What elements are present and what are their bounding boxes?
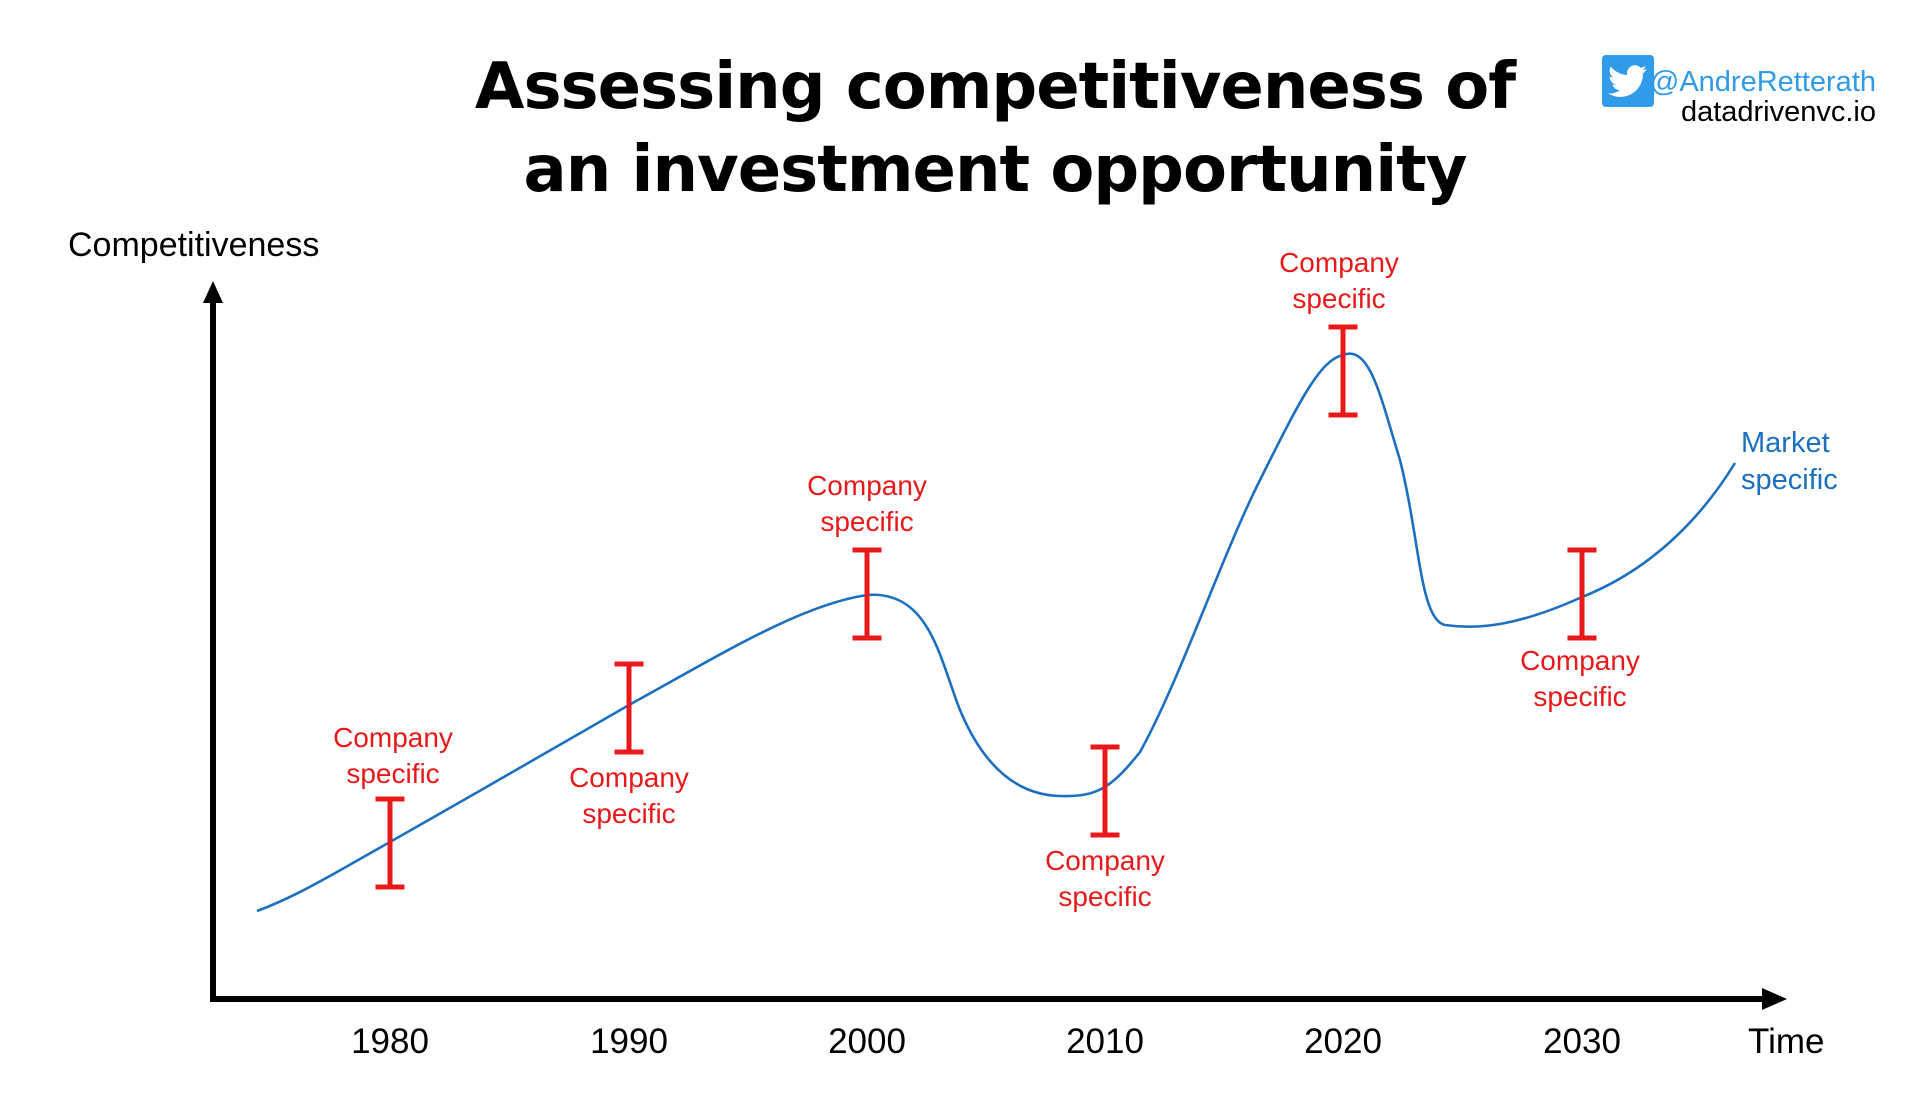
annotation-marker-1980: [375, 796, 405, 890]
annotation-line-2: specific: [1058, 881, 1152, 912]
x-tick-2020: 2020: [1304, 1022, 1382, 1061]
annotation-line-1: Company: [1279, 247, 1399, 278]
twitter-handle: @AndreRetterath: [1649, 66, 1876, 98]
annotation-line-1: Company: [333, 722, 453, 753]
x-tick-1990: 1990: [590, 1022, 668, 1061]
x-tick-2010: 2010: [1066, 1022, 1144, 1061]
annotation-marker-1990: [614, 661, 644, 755]
annotation-label-2010: Company specific: [1005, 843, 1205, 915]
annotation-marker-2000: [852, 547, 882, 641]
annotation-label-1990: Company specific: [529, 760, 729, 832]
x-axis-arrow: [1762, 988, 1787, 1010]
annotation-label-2030: Company specific: [1480, 643, 1680, 715]
annotation-line-2: specific: [582, 798, 676, 829]
x-tick-2030: 2030: [1543, 1022, 1621, 1061]
annotation-line-2: specific: [820, 506, 914, 537]
annotation-label-1980: Company specific: [293, 720, 493, 792]
x-tick-2000: 2000: [828, 1022, 906, 1061]
annotation-line-2: specific: [1292, 283, 1386, 314]
annotation-line-1: Company: [1520, 645, 1640, 676]
annotation-line-2: specific: [1533, 681, 1627, 712]
annotation-line-1: Company: [807, 470, 927, 501]
market-label-line-1: Market: [1741, 427, 1830, 459]
annotation-label-2000: Company specific: [767, 468, 967, 540]
annotation-label-2020: Company specific: [1239, 245, 1439, 317]
market-specific-label: Market specific: [1741, 425, 1838, 499]
website-url: datadrivenvc.io: [1680, 96, 1876, 128]
annotation-line-1: Company: [1045, 845, 1165, 876]
x-axis-label: Time: [1748, 1022, 1825, 1061]
market-label-line-2: specific: [1741, 464, 1838, 496]
annotation-line-1: Company: [569, 762, 689, 793]
annotation-marker-2010: [1090, 744, 1120, 838]
x-tick-1980: 1980: [351, 1022, 429, 1061]
title-line-2: an investment opportunity: [523, 133, 1468, 207]
market-curve: [256, 352, 1737, 913]
annotation-marker-2030: [1567, 547, 1597, 641]
annotation-marker-2020: [1328, 324, 1358, 418]
title-line-1: Assessing competitiveness of: [474, 50, 1516, 124]
twitter-bird-icon: [1602, 55, 1654, 107]
annotation-line-2: specific: [346, 758, 440, 789]
y-axis-arrow: [203, 281, 223, 303]
y-axis-label: Competitiveness: [68, 226, 320, 264]
